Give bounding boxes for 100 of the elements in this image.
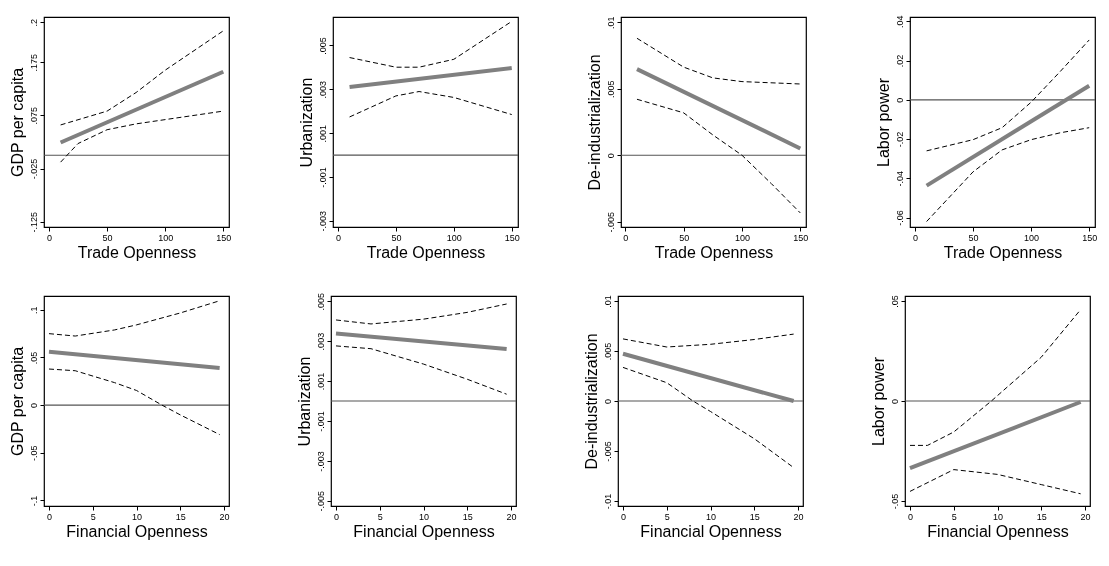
y-tick-label: .005	[315, 292, 326, 311]
y-tick-label: .05	[889, 295, 900, 308]
y-axis-title: Labor power	[869, 356, 887, 446]
x-tick-label: 10	[131, 511, 143, 522]
y-axis-title: Urbanization	[297, 77, 315, 168]
y-tick-label: -.1	[28, 495, 39, 507]
x-tick-label: 50	[679, 232, 690, 243]
y-tick-label: -.003	[317, 211, 328, 232]
x-tick-label: 150	[1082, 232, 1098, 243]
y-tick-label: -.01	[602, 493, 613, 510]
y-tick-label: -.02	[894, 131, 905, 148]
y-tick-label: -.005	[602, 441, 613, 462]
y-tick-label: .075	[28, 107, 39, 125]
y-tick-label: .02	[894, 54, 905, 68]
x-axis-title: Financial Openness	[927, 522, 1069, 540]
x-tick-label: 50	[968, 232, 979, 243]
x-tick-label: 5	[951, 511, 957, 522]
x-tick-label: 0	[620, 511, 626, 522]
line-series	[622, 366, 795, 469]
x-tick-label: 0	[623, 232, 629, 243]
x-tick-label: 0	[912, 232, 918, 243]
x-tick-label: 150	[216, 232, 232, 243]
x-tick-label: 5	[377, 511, 383, 522]
y-tick-label: -.06	[894, 210, 905, 226]
y-tick-label: .175	[28, 53, 39, 72]
x-tick-label: 20	[219, 511, 230, 522]
x-tick-label: 100	[1024, 232, 1040, 243]
x-tick-label: 15	[749, 511, 760, 522]
x-axis-title: Trade Openness	[654, 243, 774, 261]
y-tick-label: .05	[28, 351, 39, 365]
y-tick-label: .001	[317, 124, 328, 143]
line-series	[636, 98, 801, 214]
x-tick-label: 0	[46, 232, 52, 243]
y-tick-label: -.04	[894, 171, 905, 187]
x-tick-label: 10	[705, 511, 717, 522]
x-tick-label: 20	[793, 511, 804, 522]
x-tick-label: 150	[504, 232, 520, 243]
y-tick-label: .005	[602, 342, 613, 361]
x-tick-label: 0	[46, 511, 52, 522]
x-tick-label: 15	[175, 511, 186, 522]
y-tick-label: .2	[28, 19, 39, 27]
y-tick-label: .04	[894, 15, 905, 29]
line-series	[335, 303, 508, 325]
x-tick-label: 20	[506, 511, 517, 522]
line-series	[48, 368, 221, 436]
line-series	[349, 91, 513, 118]
y-tick-label: -.001	[317, 167, 328, 188]
y-tick-label: -.005	[605, 211, 616, 233]
y-tick-label: .01	[602, 295, 613, 308]
y-tick-label: .001	[315, 372, 326, 391]
line-series	[60, 30, 224, 126]
x-tick-label: 15	[462, 511, 473, 522]
y-axis-title: Urbanization	[295, 356, 313, 447]
y-tick-label: -.05	[28, 445, 39, 461]
x-tick-label: 5	[664, 511, 670, 522]
y-axis-title: GDP per capita	[8, 346, 26, 457]
line-series	[335, 345, 508, 395]
y-tick-label: 0	[28, 403, 39, 409]
x-axis-title: Trade Openness	[943, 243, 1063, 261]
y-axis-title: GDP per capita	[8, 67, 26, 178]
line-series	[48, 300, 221, 337]
line-series	[909, 309, 1082, 446]
x-axis-title: Financial Openness	[353, 522, 495, 540]
x-tick-label: 100	[158, 232, 174, 243]
y-tick-label: .003	[315, 332, 326, 351]
x-tick-label: 15	[1036, 511, 1047, 522]
y-axis-title: De-industrialization	[582, 333, 600, 470]
x-tick-label: 0	[333, 511, 339, 522]
y-tick-label: -.001	[315, 411, 326, 432]
y-tick-label: -.125	[28, 211, 39, 233]
x-tick-label: 20	[1080, 511, 1091, 522]
y-tick-label: 0	[894, 97, 905, 103]
y-tick-label: .005	[605, 80, 616, 99]
y-tick-label: 0	[889, 398, 900, 405]
x-tick-label: 10	[992, 511, 1004, 522]
y-tick-label: -.003	[315, 451, 326, 472]
y-tick-label: .01	[605, 16, 616, 30]
x-axis-title: Financial Openness	[66, 522, 208, 540]
x-tick-label: 50	[391, 232, 402, 243]
y-tick-label: -.005	[315, 491, 326, 512]
x-tick-label: 0	[335, 232, 341, 243]
line-series	[622, 333, 795, 348]
x-tick-label: 5	[90, 511, 96, 522]
x-tick-label: 50	[102, 232, 113, 243]
y-tick-label: .003	[317, 81, 328, 99]
x-axis-title: Trade Openness	[366, 243, 486, 261]
x-tick-label: 0	[907, 511, 913, 522]
line-series	[926, 127, 1090, 223]
y-tick-label: -.05	[889, 493, 900, 510]
x-tick-label: 10	[418, 511, 430, 522]
x-axis-title: Financial Openness	[640, 522, 782, 540]
y-tick-label: 0	[602, 398, 613, 405]
line-series	[909, 469, 1082, 495]
x-tick-label: 100	[446, 232, 462, 243]
y-tick-label: -.025	[28, 158, 39, 180]
line-series	[349, 20, 513, 68]
x-tick-label: 150	[793, 232, 809, 243]
y-tick-label: .1	[28, 306, 39, 314]
line-series	[926, 39, 1090, 152]
x-tick-label: 100	[734, 232, 750, 243]
